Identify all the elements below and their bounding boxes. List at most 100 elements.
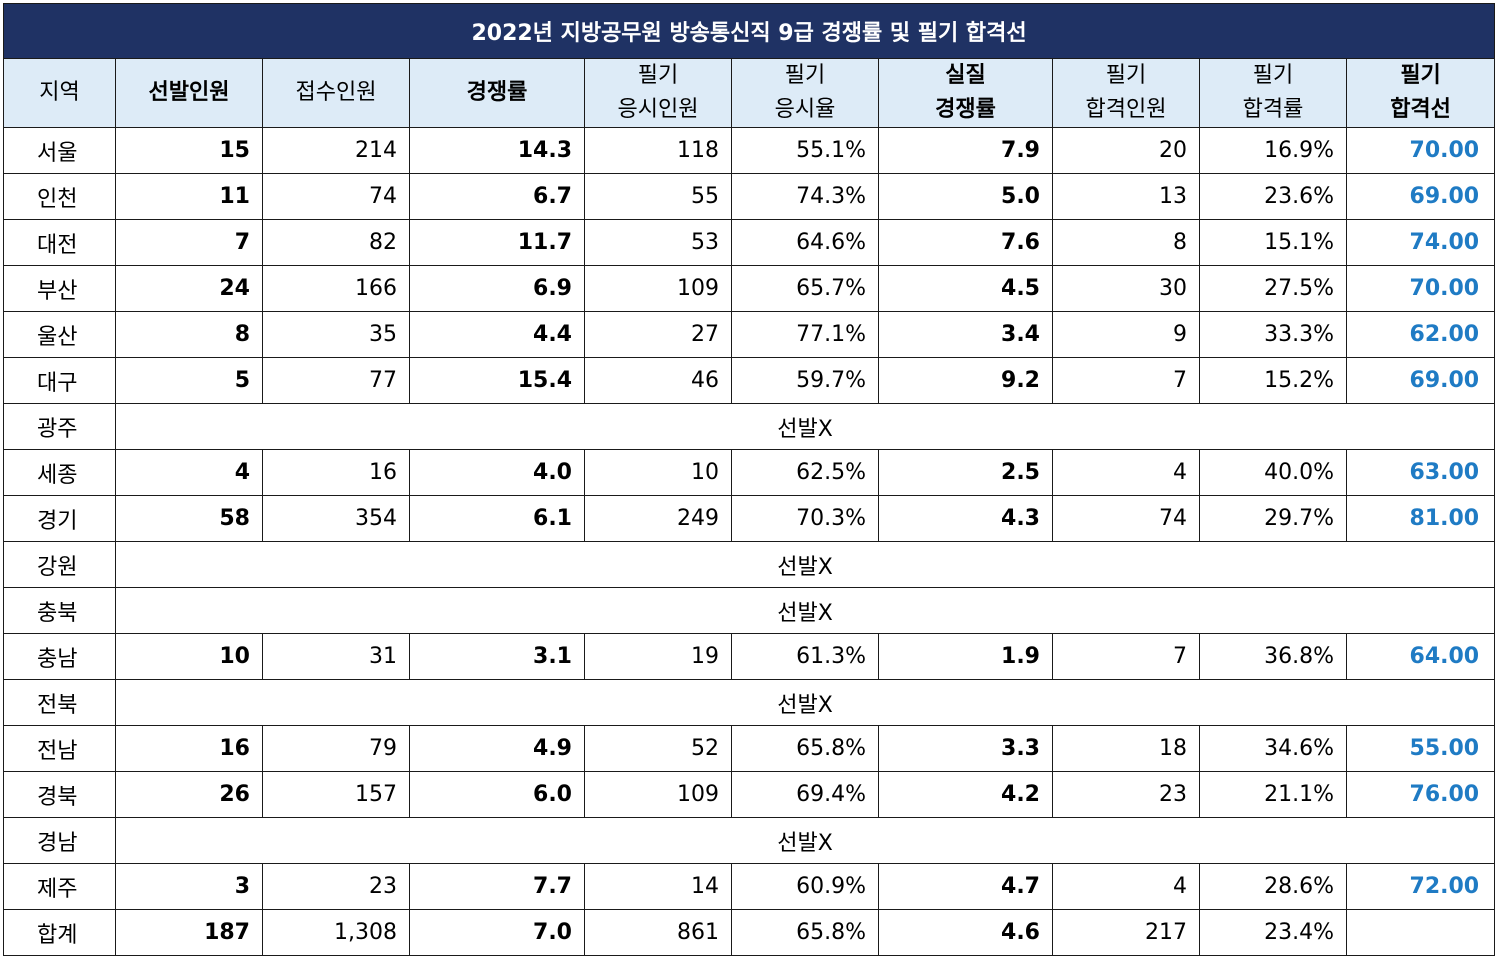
value-cell: 4.0 [409, 449, 585, 496]
value-cell: 15.2% [1199, 357, 1347, 404]
value-cell: 74.3% [731, 173, 879, 220]
table-title: 2022년 지방공무원 방송통신직 9급 경쟁률 및 필기 합격선 [2, 3, 1496, 59]
not-selected-cell: 선발X [114, 817, 1496, 864]
value-cell: 60.9% [731, 863, 879, 910]
region-cell: 인천 [3, 173, 116, 220]
not-selected-cell: 선발X [114, 587, 1496, 634]
header-line1: 필기 [1400, 63, 1441, 88]
table-row: 충남 10 31 3.1 19 61.3% 1.9 7 36.8% 64.00 [3, 633, 1496, 680]
header-line2: 합격률 [1242, 97, 1304, 122]
value-cell: 74 [1052, 495, 1200, 542]
value-cell: 4.7 [878, 863, 1053, 910]
value-cell: 109 [584, 771, 732, 818]
header-region: 지역 [3, 58, 116, 128]
value-cell: 7.9 [878, 127, 1053, 174]
header-line2: 합격선 [1390, 97, 1451, 122]
header-selected-label: 선발인원 [148, 80, 230, 105]
value-cell: 16.9% [1199, 127, 1347, 174]
value-cell: 166 [262, 265, 410, 312]
value-cell: 3 [115, 863, 263, 910]
value-cell: 7.0 [409, 909, 585, 956]
region-cell: 경북 [3, 771, 116, 818]
region-cell: 광주 [3, 403, 116, 450]
value-cell: 15.1% [1199, 219, 1347, 266]
value-cell: 15 [115, 127, 263, 174]
value-cell: 9 [1052, 311, 1200, 358]
value-cell: 217 [1052, 909, 1200, 956]
value-cell: 65.8% [731, 909, 879, 956]
value-cell: 59.7% [731, 357, 879, 404]
value-cell: 4.2 [878, 771, 1053, 818]
value-cell: 27.5% [1199, 265, 1347, 312]
value-cell: 65.7% [731, 265, 879, 312]
region-cell: 충남 [3, 633, 116, 680]
value-cell: 9.2 [878, 357, 1053, 404]
value-cell: 23 [1052, 771, 1200, 818]
region-cell: 제주 [3, 863, 116, 910]
value-cell: 79 [262, 725, 410, 772]
value-cell: 7.6 [878, 219, 1053, 266]
header-line2: 응시인원 [617, 97, 699, 122]
value-cell: 35 [262, 311, 410, 358]
value-cell: 27 [584, 311, 732, 358]
header-attendance-rate: 필기 응시율 [731, 58, 879, 128]
value-cell: 11 [115, 173, 263, 220]
header-competition-rate-label: 경쟁률 [466, 80, 528, 105]
value-cell: 6.7 [409, 173, 585, 220]
header-line1: 필기 [1252, 63, 1294, 88]
value-cell: 861 [584, 909, 732, 956]
table-row: 충북 선발X [3, 587, 1496, 634]
value-cell: 249 [584, 495, 732, 542]
cutoff-cell: 69.00 [1345, 357, 1496, 404]
region-cell: 충북 [3, 587, 116, 634]
value-cell: 30 [1052, 265, 1200, 312]
value-cell: 31 [262, 633, 410, 680]
value-cell: 7 [1052, 633, 1200, 680]
value-cell: 28.6% [1199, 863, 1347, 910]
cutoff-cell: 55.00 [1345, 725, 1496, 772]
region-cell: 부산 [3, 265, 116, 312]
value-cell: 1.9 [878, 633, 1053, 680]
value-cell: 8 [115, 311, 263, 358]
table-row: 경북 26 157 6.0 109 69.4% 4.2 23 21.1% 76.00 [3, 771, 1496, 818]
value-cell: 4 [1052, 863, 1200, 910]
region-cell: 대전 [3, 219, 116, 266]
value-cell: 40.0% [1199, 449, 1347, 496]
header-applicants: 접수인원 [262, 58, 410, 128]
header-passed: 필기 합격인원 [1052, 58, 1200, 128]
value-cell: 23.4% [1199, 909, 1347, 956]
header-line1: 필기 [637, 63, 679, 88]
value-cell: 6.0 [409, 771, 585, 818]
value-cell: 2.5 [878, 449, 1053, 496]
value-cell: 7.7 [409, 863, 585, 910]
value-cell: 21.1% [1199, 771, 1347, 818]
table-row: 전북 선발X [3, 679, 1496, 726]
table-row: 경기 58 354 6.1 249 70.3% 4.3 74 29.7% 81.00 [3, 495, 1496, 542]
value-cell: 74 [262, 173, 410, 220]
cutoff-cell: 72.00 [1345, 863, 1496, 910]
cutoff-cell: 74.00 [1345, 219, 1496, 266]
table-container: 2022년 지방공무원 방송통신직 9급 경쟁률 및 필기 합격선 지역 선발인… [2, 3, 1496, 956]
value-cell: 36.8% [1199, 633, 1347, 680]
table-row: 울산 8 35 4.4 27 77.1% 3.4 9 33.3% 62.00 [3, 311, 1496, 358]
value-cell: 61.3% [731, 633, 879, 680]
cutoff-cell: 70.00 [1345, 127, 1496, 174]
competition-table: 2022년 지방공무원 방송통신직 9급 경쟁률 및 필기 합격선 지역 선발인… [2, 3, 1496, 956]
value-cell: 109 [584, 265, 732, 312]
value-cell: 6.9 [409, 265, 585, 312]
header-line1: 필기 [1105, 63, 1147, 88]
cutoff-cell: 69.00 [1345, 173, 1496, 220]
region-cell: 서울 [3, 127, 116, 174]
value-cell: 46 [584, 357, 732, 404]
value-cell: 13 [1052, 173, 1200, 220]
value-cell: 7 [1052, 357, 1200, 404]
value-cell: 34.6% [1199, 725, 1347, 772]
header-line1: 실질 [945, 63, 986, 88]
value-cell: 5 [115, 357, 263, 404]
value-cell: 19 [584, 633, 732, 680]
value-cell: 214 [262, 127, 410, 174]
table-row: 세종 4 16 4.0 10 62.5% 2.5 4 40.0% 63.00 [3, 449, 1496, 496]
not-selected-cell: 선발X [114, 541, 1496, 588]
header-competition-rate: 경쟁률 [409, 58, 585, 128]
